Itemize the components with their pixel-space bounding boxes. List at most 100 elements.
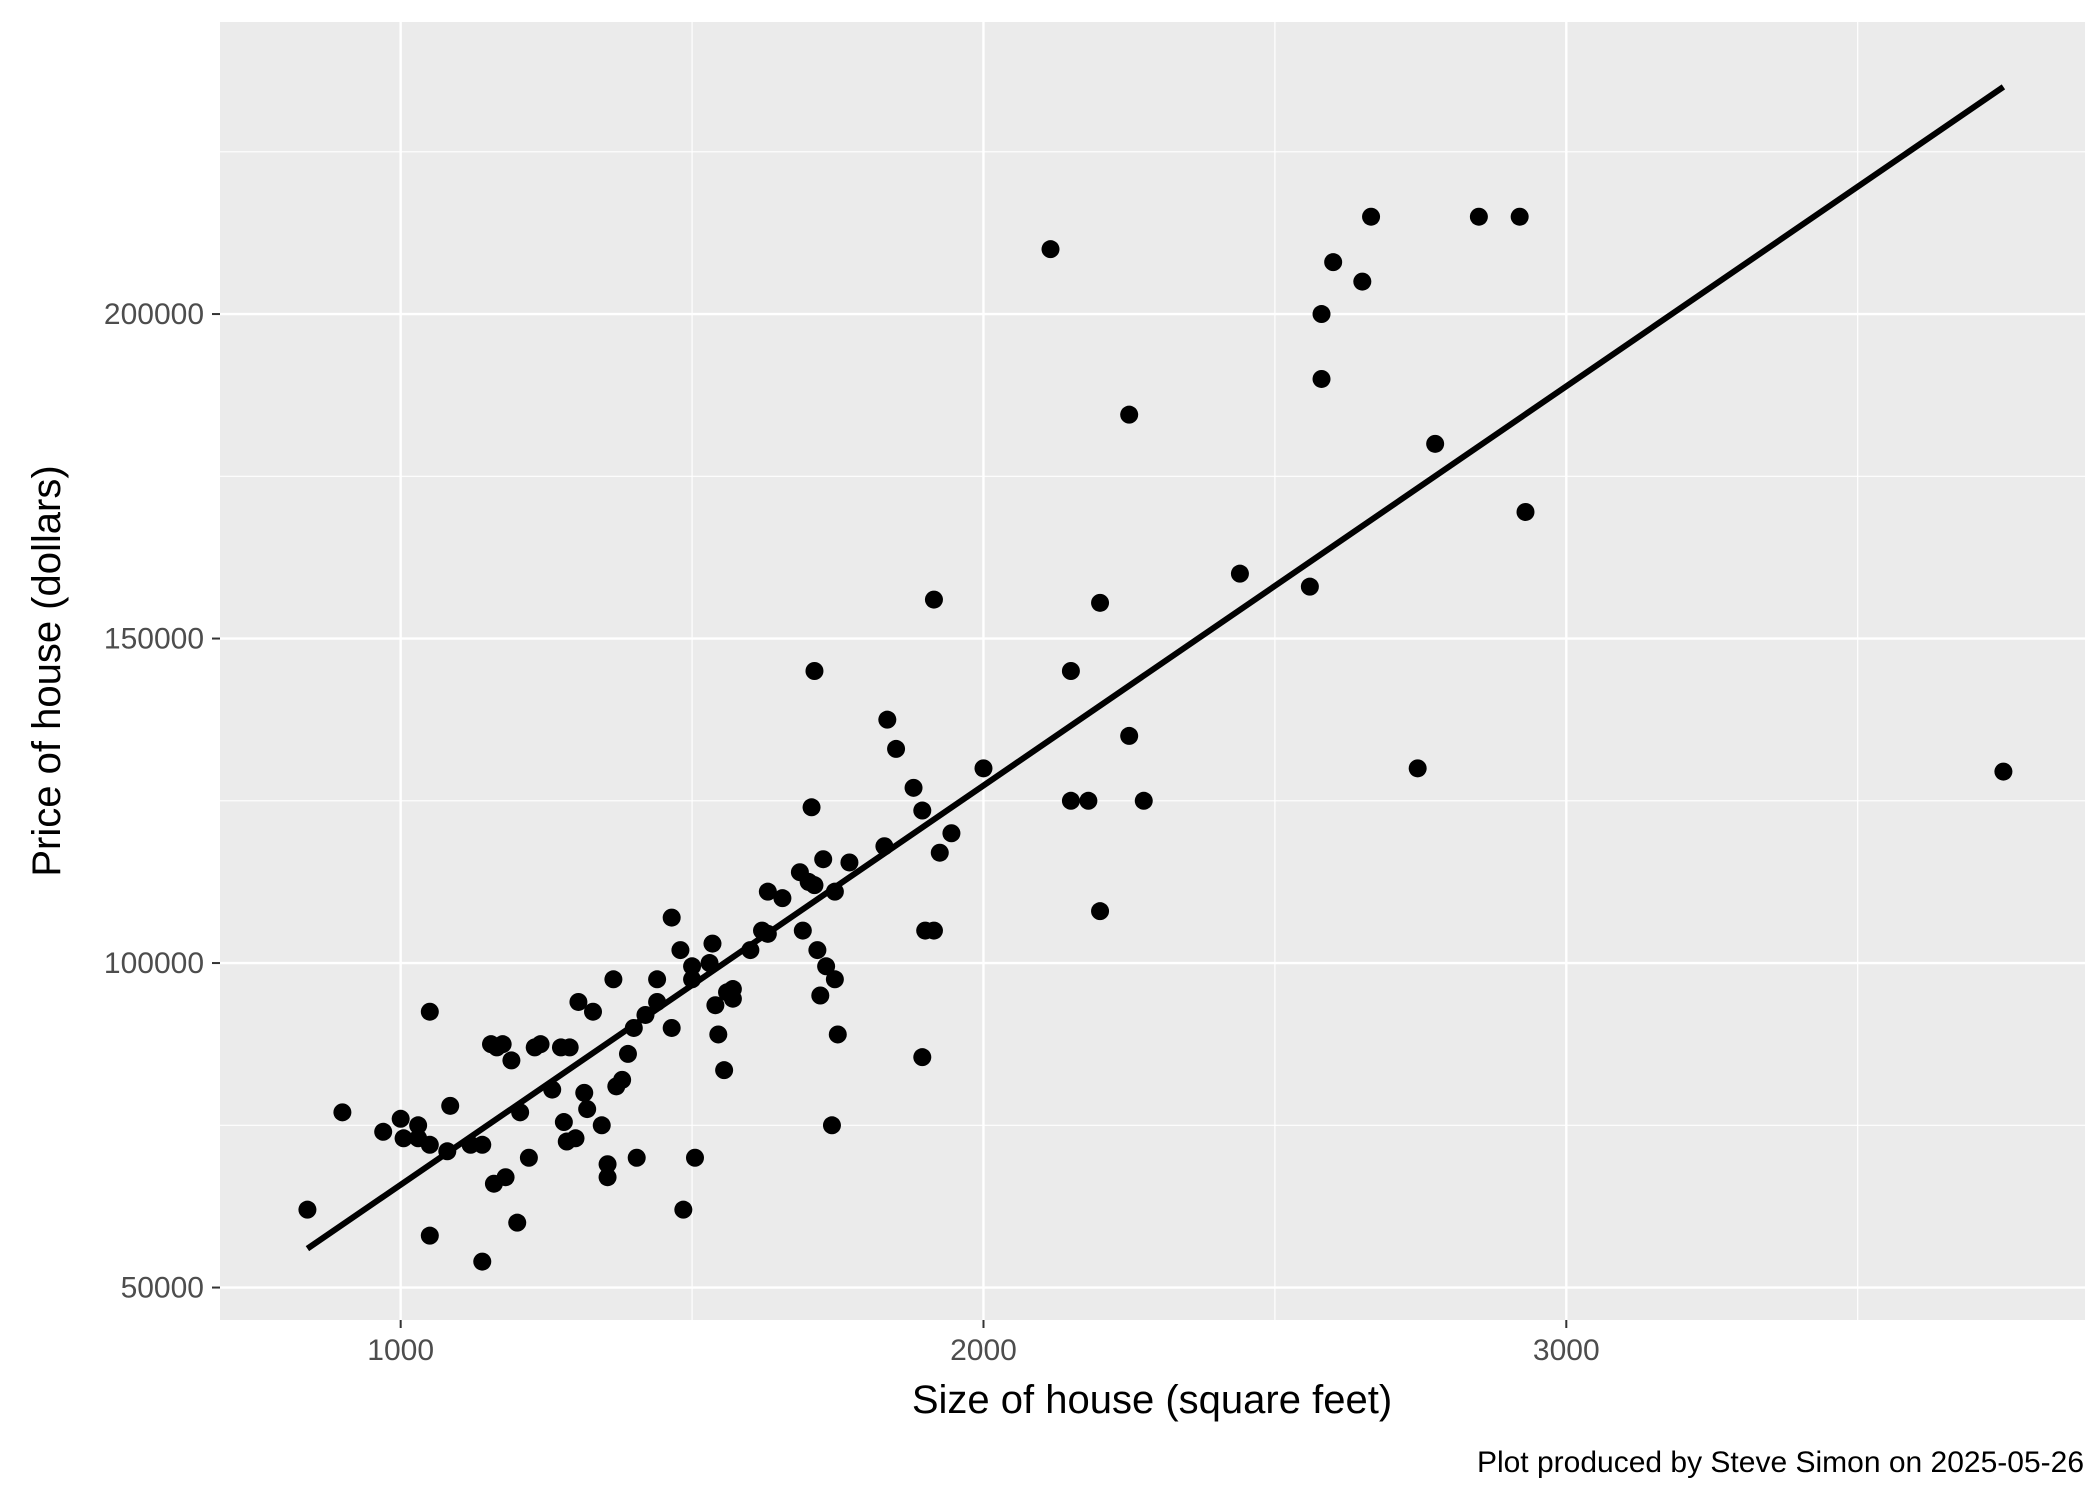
data-point (333, 1103, 352, 1122)
data-point (613, 1070, 632, 1089)
data-point (569, 992, 588, 1011)
data-point (298, 1200, 317, 1219)
data-point (1091, 593, 1110, 612)
data-point (703, 934, 722, 953)
data-point (598, 1168, 617, 1187)
data-point (924, 590, 943, 609)
data-point (508, 1213, 527, 1232)
data-point (1091, 902, 1110, 921)
data-point (930, 843, 949, 862)
data-point (648, 970, 667, 989)
data-point (817, 957, 836, 976)
data-point (822, 1116, 841, 1135)
fit-line (305, 84, 2006, 1252)
data-point (578, 1100, 597, 1119)
data-point (493, 1035, 512, 1054)
data-point (502, 1051, 521, 1070)
data-point (811, 986, 830, 1005)
plot-caption: Plot produced by Steve Simon on 2025-05-… (1477, 1446, 2084, 1479)
data-point (671, 941, 690, 960)
data-point (420, 1135, 439, 1154)
data-point (391, 1109, 410, 1128)
data-point (441, 1096, 460, 1115)
data-point (420, 1226, 439, 1245)
data-point (828, 1025, 847, 1044)
y-axis-ticks: 50000 100000 150000 200000 (104, 298, 220, 1305)
data-point (627, 1148, 646, 1167)
data-point (913, 1048, 932, 1067)
data-point (531, 1035, 550, 1054)
y-tick-label: 150000 (104, 623, 204, 656)
data-point (793, 921, 812, 940)
data-point (1516, 502, 1535, 521)
data-point (805, 876, 824, 895)
data-point (554, 1113, 573, 1132)
data-point (1994, 762, 2013, 781)
grid-major (220, 22, 2085, 1320)
data-point (473, 1252, 492, 1271)
data-point (1061, 791, 1080, 810)
data-point (1469, 207, 1488, 226)
data-point (758, 882, 777, 901)
data-point (706, 996, 725, 1015)
data-point (802, 798, 821, 817)
data-point (566, 1129, 585, 1148)
x-axis-ticks: 1000 2000 3000 (367, 1320, 1600, 1367)
data-point (709, 1025, 728, 1044)
x-tick-label: 3000 (1533, 1334, 1600, 1367)
data-point (1230, 564, 1249, 583)
data-point (420, 1002, 439, 1021)
data-point (598, 1155, 617, 1174)
data-point (808, 941, 827, 960)
y-tick-label: 200000 (104, 298, 204, 331)
data-point (1134, 791, 1153, 810)
data-point (924, 921, 943, 940)
data-point (1312, 369, 1331, 388)
data-point (1120, 405, 1139, 424)
data-point (519, 1148, 538, 1167)
data-point (1061, 662, 1080, 680)
data-point (685, 1148, 704, 1167)
data-point (374, 1122, 393, 1141)
data-point (1353, 272, 1372, 291)
data-point (394, 1129, 413, 1148)
grid-minor (220, 22, 2085, 1320)
data-point (575, 1083, 594, 1102)
data-point (662, 908, 681, 927)
data-point (715, 1061, 734, 1080)
data-point (814, 850, 833, 869)
x-tick-label: 1000 (367, 1334, 434, 1367)
data-point (496, 1168, 515, 1187)
y-axis-title: Price of house (dollars) (25, 465, 69, 876)
data-point (974, 759, 993, 778)
data-point (473, 1135, 492, 1154)
x-axis-title: Size of house (square feet) (912, 1378, 1392, 1422)
data-point (1079, 791, 1098, 810)
data-points (298, 207, 2013, 1271)
data-point (1120, 726, 1139, 745)
x-tick-label: 2000 (950, 1334, 1017, 1367)
data-point (840, 853, 859, 872)
data-point (1510, 207, 1529, 226)
data-point (604, 970, 623, 989)
data-point (618, 1044, 637, 1063)
data-point (409, 1116, 428, 1135)
y-tick-label: 100000 (104, 947, 204, 980)
data-point (584, 1002, 602, 1021)
data-point (1041, 240, 1060, 259)
data-point (887, 739, 906, 758)
data-point (825, 970, 844, 989)
data-point (723, 980, 742, 999)
data-point (674, 1200, 693, 1219)
data-point (878, 710, 897, 729)
data-point (592, 1116, 611, 1135)
data-point (1324, 253, 1343, 272)
data-point (1312, 305, 1331, 324)
data-point (1426, 434, 1445, 453)
data-point (904, 778, 923, 797)
data-point (662, 1018, 681, 1037)
data-point (913, 801, 932, 820)
data-point (773, 889, 792, 908)
